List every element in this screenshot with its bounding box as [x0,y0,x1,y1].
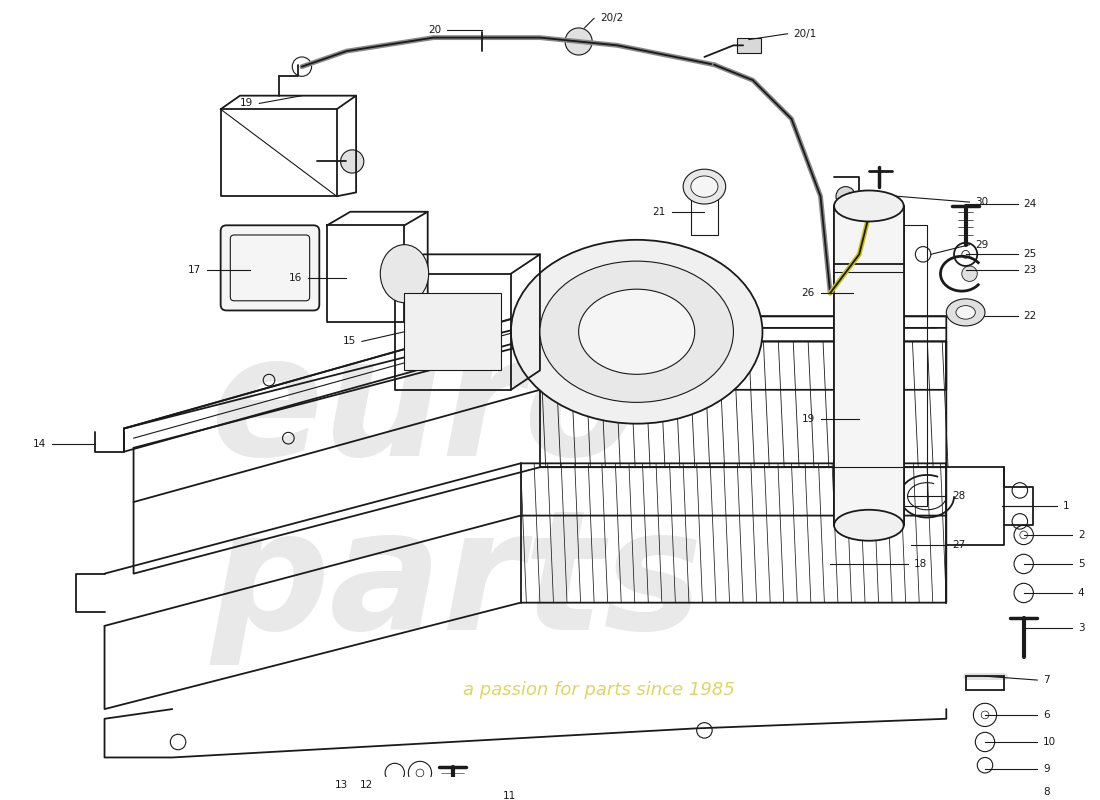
Text: 16: 16 [288,273,301,282]
Text: 18: 18 [913,559,926,569]
Ellipse shape [946,299,984,326]
Circle shape [846,415,872,442]
Circle shape [846,328,872,355]
Text: 15: 15 [343,337,356,346]
Ellipse shape [579,289,695,374]
Ellipse shape [956,306,976,319]
Text: 3: 3 [1078,623,1085,633]
Ellipse shape [510,240,762,424]
Text: parts: parts [211,502,704,665]
Circle shape [849,399,888,438]
Text: 8: 8 [1043,787,1049,798]
Text: 10: 10 [1043,737,1056,747]
Circle shape [341,150,364,173]
Text: 22: 22 [1024,311,1037,322]
Ellipse shape [834,510,904,541]
Ellipse shape [381,245,429,302]
Text: 20/1: 20/1 [793,29,816,38]
Text: 1: 1 [1063,501,1069,511]
Text: 23: 23 [1024,265,1037,275]
Text: 20/2: 20/2 [600,14,624,23]
Ellipse shape [540,261,734,402]
Bar [405,293,502,370]
Text: 7: 7 [1043,675,1049,685]
Text: 19: 19 [802,414,815,424]
Text: a passion for parts since 1985: a passion for parts since 1985 [462,681,735,698]
Bar [737,38,760,53]
Text: 5: 5 [1078,559,1085,569]
Ellipse shape [691,176,718,198]
Text: 9: 9 [1043,764,1049,774]
Circle shape [836,186,856,206]
Ellipse shape [683,169,726,204]
Text: euro: euro [211,328,639,490]
Text: 6: 6 [1043,710,1049,720]
Ellipse shape [834,190,904,222]
Bar [834,206,904,526]
Text: 24: 24 [1024,199,1037,209]
Circle shape [961,266,977,282]
Text: 12: 12 [361,779,374,790]
Text: 11: 11 [503,791,516,800]
Text: 13: 13 [336,779,349,790]
Circle shape [840,283,867,310]
Circle shape [565,28,592,55]
Text: 19: 19 [240,98,253,109]
Text: 30: 30 [976,197,989,207]
Text: 29: 29 [976,240,989,250]
Text: 2: 2 [1078,530,1085,540]
FancyBboxPatch shape [221,226,319,310]
Text: 27: 27 [953,540,966,550]
Text: 26: 26 [802,288,815,298]
Text: 14: 14 [33,439,46,449]
Text: 21: 21 [652,206,666,217]
Text: 20: 20 [428,25,441,35]
Text: 28: 28 [953,491,966,502]
Circle shape [840,376,867,403]
Text: 4: 4 [1078,588,1085,598]
Circle shape [859,409,879,429]
Text: 25: 25 [1024,250,1037,259]
Text: 17: 17 [188,265,201,275]
